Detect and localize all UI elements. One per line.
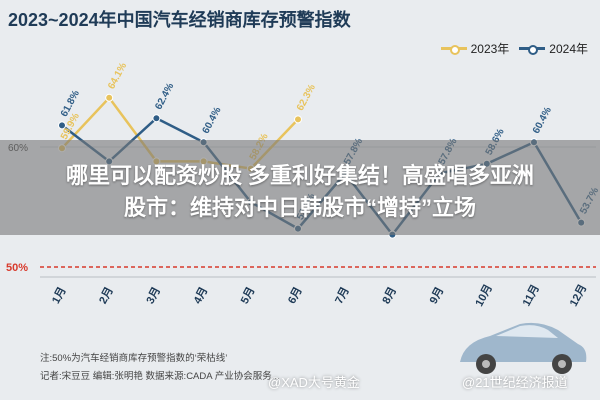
footer-credits: 记者:宋豆豆 编辑:张明艳 数据来源:CADA 产业协会服务...: [40, 371, 280, 382]
data-point: [294, 115, 302, 124]
watermark-left: @XAD大号黄金: [268, 375, 360, 390]
chart-title: 2023~2024年中国汽车经销商库存预警指数: [8, 10, 351, 30]
headline-line-2: 股市：维持对中日韩股市“增持”立场: [123, 195, 476, 220]
headline-line-1: 哪里可以配资炒股 多重利好集结！高盛唱多亚洲: [65, 163, 535, 188]
data-point: [105, 93, 114, 102]
data-point: [58, 121, 66, 130]
headline[interactable]: 哪里可以配资炒股 多重利好集结！高盛唱多亚洲 股市：维持对中日韩股市“增持”立场: [0, 160, 600, 224]
headline-overlay: [0, 140, 600, 235]
legend-swatch-2023: [440, 45, 467, 55]
legend-item-2023: 2023年: [440, 40, 510, 57]
watermark-right: @21世纪经济报道: [462, 375, 568, 390]
y-tick-label: 50%: [6, 262, 28, 274]
legend-label-2024: 2024年: [549, 42, 588, 56]
legend-swatch-2024: [519, 45, 546, 55]
legend: 2023年 2024年: [440, 40, 588, 57]
legend-item-2024: 2024年: [519, 40, 588, 57]
car-illustration: [460, 322, 587, 374]
data-point: [152, 114, 161, 123]
footer-note: 注:50%为汽车经销商库存预警指数的‘荣枯线’: [40, 353, 228, 364]
legend-label-2023: 2023年: [470, 42, 510, 56]
